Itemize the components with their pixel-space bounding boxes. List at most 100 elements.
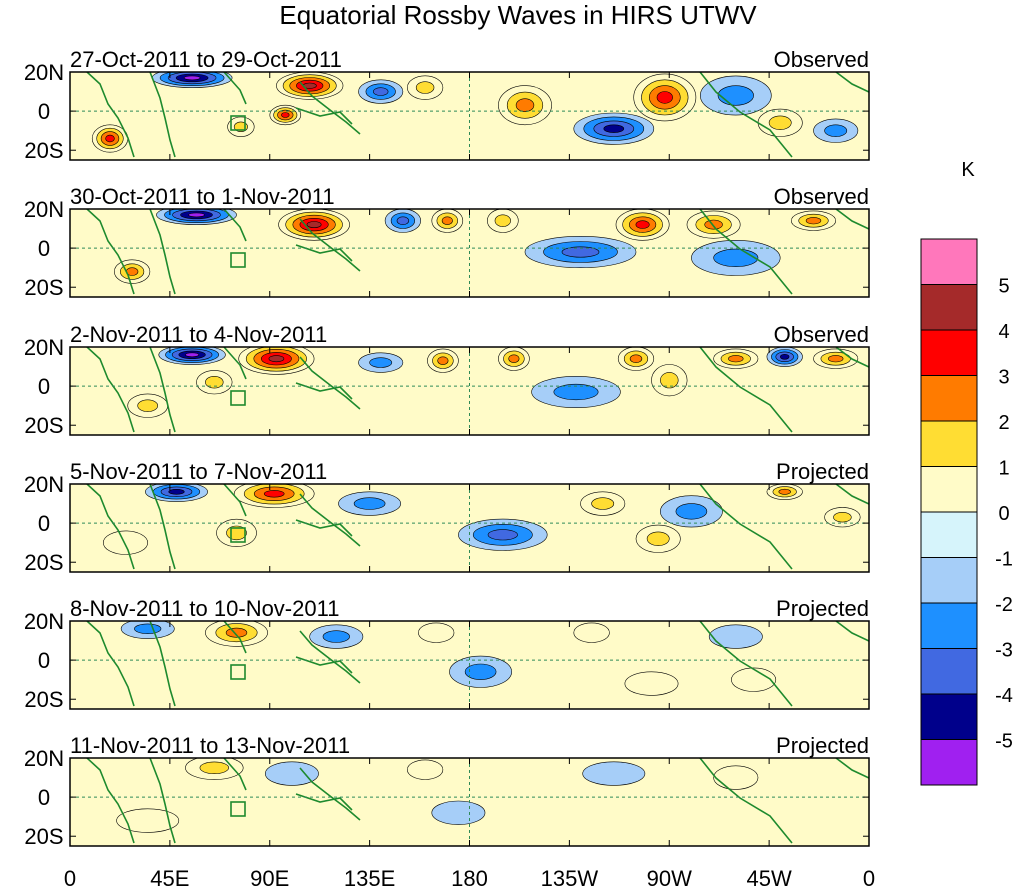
anomaly-contour [183,75,201,81]
y-tick-label: 20N [24,472,64,497]
anomaly-contour [660,372,679,389]
panel-period-label: 8-Nov-2011 to 10-Nov-2011 [70,596,339,621]
anomaly-contour [656,91,673,104]
anomaly-contour [778,488,791,495]
anomaly-contour [205,376,224,389]
y-tick-label: 0 [38,236,50,261]
coastlines [86,72,869,158]
panel-status-label: Projected [776,459,869,484]
anomaly-contour [553,383,599,401]
x-tick-label: 90W [647,866,692,890]
colorbar-swatch [920,329,978,376]
coastline [835,72,869,93]
anomaly-contour [582,761,646,786]
panel-period-label: 30-Oct-2011 to 1-Nov-2011 [70,184,335,209]
coastline [835,758,869,779]
anomaly-contour [134,623,162,634]
anomaly-contour [268,355,285,363]
anomaly-contour [418,622,455,643]
region-box [230,527,246,543]
anomaly-contour [704,219,723,230]
colorbar-level-label: 1 [998,458,1009,480]
anomaly-contour [464,663,497,680]
coastline [295,209,793,295]
anomaly-contour [137,399,158,412]
y-tick-label: 20N [24,60,64,85]
colorbar-level-label: -1 [995,549,1013,571]
anomaly-contour [779,353,790,360]
anomaly-contour [103,530,149,555]
anomaly-contour [515,98,535,112]
anomaly-contour [603,124,625,133]
panel-period-label: 27-Oct-2011 to 29-Oct-2011 [70,47,342,72]
colorbar-level-label: -5 [995,731,1013,753]
anomaly-field [120,621,777,696]
panel-period-label: 11-Nov-2011 to 13-Nov-2011 [70,733,350,758]
y-tick-label: 20N [24,746,64,771]
anomaly-contour [105,134,115,143]
anomaly-contour [768,115,792,131]
anomaly-contour [713,765,759,790]
anomaly-contour [591,497,615,510]
panel-6: 20N 0 20S 11-Nov-2011 to 13-Nov-2011 Project… [24,733,870,849]
anomaly-contour [199,761,230,774]
coastlines [86,484,869,570]
colorbar-level-label: 0 [998,503,1009,525]
colorbar-swatch [920,693,978,740]
panel-status-label: Projected [776,596,869,621]
anomaly-contour [624,671,679,696]
anomaly-field [127,347,859,418]
anomaly-contour [629,354,643,363]
region-box [230,390,246,406]
coastline [223,347,361,410]
anomaly-contour [373,87,389,96]
anomaly-contour [116,808,180,833]
panel-status-label: Projected [776,733,869,758]
coastline [835,209,869,230]
chart-title: Equatorial Rossby Waves in HIRS UTWV [279,0,757,30]
anomaly-contour [322,630,350,643]
colorbar-swatch [920,375,978,422]
y-tick-label: 0 [38,374,50,399]
coastline [223,209,361,272]
anomaly-contour [263,490,285,498]
anomaly-contour [437,356,449,365]
anomaly-contour [675,503,708,520]
coastline [295,621,793,707]
anomaly-field [116,758,759,833]
anomaly-contour [396,216,410,225]
colorbar-level-label: 5 [998,276,1009,298]
colorbar-level-label: 4 [998,321,1009,343]
colorbar-swatch [920,602,978,649]
anomaly-field [91,72,859,153]
x-tick-label: 0 [863,866,875,890]
anomaly-contour [185,352,200,358]
colorbar: -5 -4 -3 -2 -1 0 1 2 3 4 5 [920,238,1013,786]
panel-2: 20N 0 20S 30-Oct-2011 to 1-Nov-2011 Observed [24,184,870,300]
x-tick-label: 135W [541,866,599,890]
colorbar-swatch [920,739,978,786]
coastline [295,484,793,570]
coastline [295,758,793,844]
x-axis: 0 45E 90E 135E 180 135W 90W 45W 0 [64,866,875,890]
anomaly-field [114,209,836,284]
y-tick-label: 0 [38,785,50,810]
panels: 20N 0 20S 27-Oct-2011 to 29-Oct-2011 Observe… [24,47,870,849]
panel-5: 20N 0 20S 8-Nov-2011 to 10-Nov-2011 Projecte… [24,596,870,712]
colorbar-level-label: -4 [995,685,1013,707]
y-tick-label: 20N [24,609,64,634]
region-box [230,115,246,131]
anomaly-contour [487,529,518,541]
coastline [295,347,793,433]
panel-1: 20N 0 20S 27-Oct-2011 to 29-Oct-2011 Observe… [24,47,870,163]
coastlines [86,347,869,433]
y-tick-label: 0 [38,648,50,673]
y-tick-label: 20S [24,275,63,300]
panel-4: 20N 0 20S 5-Nov-2011 to 7-Nov-2011 Projected [24,459,870,575]
colorbar-level-label: -3 [995,640,1013,662]
colorbar-swatch [920,466,978,513]
y-tick-label: 20S [24,138,63,163]
region-box [230,801,246,817]
panel-3: 20N 0 20S 2-Nov-2011 to 4-Nov-2011 Observed [24,322,870,438]
anomaly-contour [824,124,848,137]
